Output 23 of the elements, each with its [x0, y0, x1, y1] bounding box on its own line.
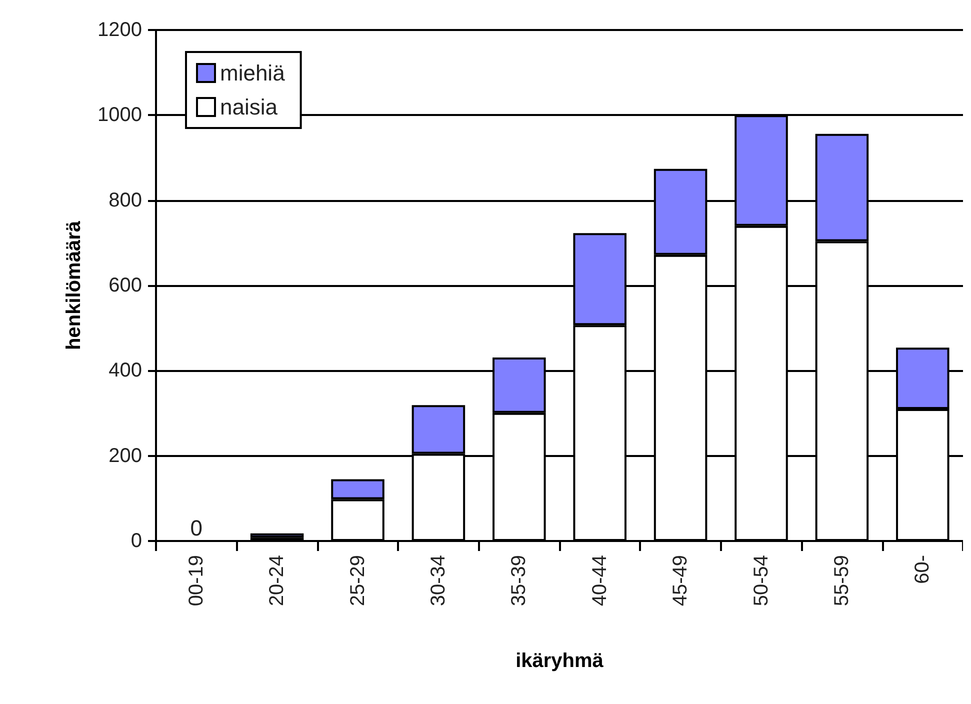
x-tick-label: 55-59 [830, 555, 853, 606]
x-tick-label: 40-44 [588, 555, 611, 606]
x-tick-label: 25-29 [346, 555, 369, 606]
y-tick-label: 400 [108, 360, 142, 382]
x-axis-title: ikäryhmä [516, 650, 604, 672]
y-tick-label: 1200 [98, 19, 142, 41]
x-tick-label: 60- [912, 555, 934, 584]
x-tick-label: 20-24 [266, 555, 288, 606]
y-tick-label: 200 [108, 444, 142, 467]
legend-label: naisia [220, 94, 278, 120]
y-axis-title: henkilömäärä [63, 220, 85, 350]
y-tick-label: 800 [108, 189, 142, 212]
y-tick-label: 0 [130, 530, 142, 552]
data-label: 0 [190, 516, 202, 540]
x-tick-label: 35-39 [508, 555, 530, 606]
bar [250, 533, 304, 538]
y-tick-label: 1000 [98, 104, 142, 126]
x-tick-label: 45-49 [670, 555, 692, 606]
x-tick-label: 30-34 [427, 555, 450, 606]
x-tick-label: 50-54 [750, 555, 772, 606]
y-tick-label: 600 [108, 274, 142, 296]
legend-label: miehiä [220, 60, 286, 86]
x-tick-label: 00-19 [185, 555, 208, 606]
